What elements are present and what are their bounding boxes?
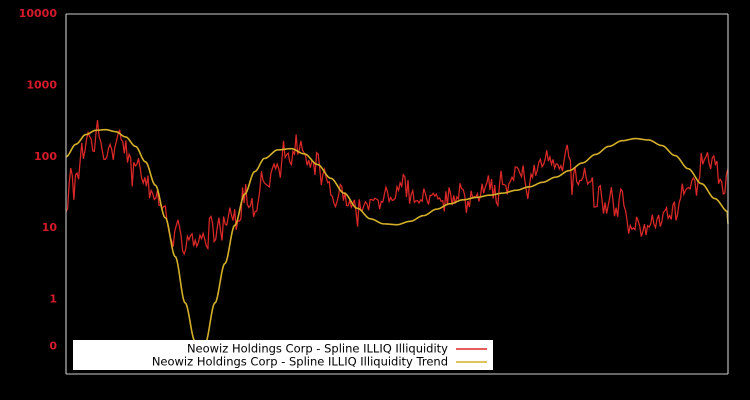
y-axis-tick-label: 100: [34, 150, 57, 163]
plot-axis-frame: [65, 13, 729, 375]
y-axis-tick-label: 10: [42, 221, 58, 234]
y-axis-tick-label: 10000: [19, 7, 58, 20]
legend-label-illiquidity: Neowiz Holdings Corp - Spline ILLIQ Illi…: [187, 342, 448, 356]
y-axis-tick-label: 1: [49, 293, 57, 306]
series-line-illiquidity: [65, 119, 729, 256]
y-axis-tick-label: 0: [49, 340, 57, 353]
legend-background: [73, 340, 493, 370]
data-series-layer: [65, 119, 729, 345]
plot-area-background: [66, 14, 728, 374]
series-line-illiquidity-trend: [65, 128, 729, 345]
y-axis-tick-label: 1000: [26, 78, 57, 91]
chart-legend[interactable]: Neowiz Holdings Corp - Spline ILLIQ Illi…: [73, 340, 493, 370]
legend-label-illiquidity-trend: Neowiz Holdings Corp - Spline ILLIQ Illi…: [152, 355, 448, 369]
